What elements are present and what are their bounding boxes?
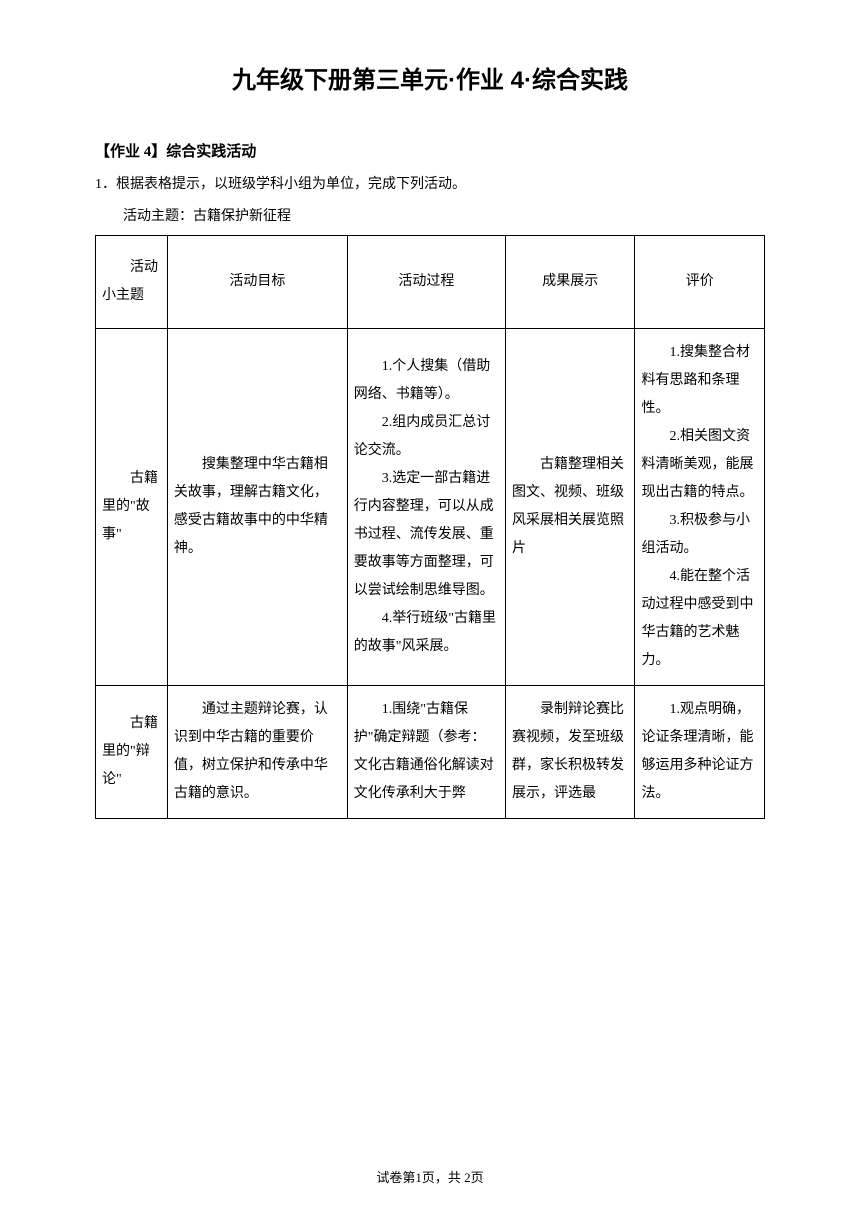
eval-item: 1.观点明确，论证条理清晰，能够运用多种论证方法。	[641, 696, 758, 808]
cell-process: 1.围绕"古籍保护"确定辩题（参考：文化古籍通俗化解读对文化传承利大于弊	[347, 686, 505, 819]
eval-item: 3.积极参与小组活动。	[641, 507, 758, 563]
table-row: 古籍里的"辩论" 通过主题辩论赛，认识到中华古籍的重要价值，树立保护和传承中华古…	[96, 686, 765, 819]
process-item: 3.选定一部古籍进行内容整理，可以从成书过程、流传发展、重要故事等方面整理，可以…	[354, 465, 499, 605]
page-title: 九年级下册第三单元·作业 4·综合实践	[95, 60, 765, 95]
process-item: 4.举行班级"古籍里的故事"风采展。	[354, 605, 499, 661]
cell-subtheme: 古籍里的"辩论"	[96, 686, 168, 819]
eval-item: 4.能在整个活动过程中感受到中华古籍的艺术魅力。	[641, 563, 758, 675]
cell-evaluation: 1.观点明确，论证条理清晰，能够运用多种论证方法。	[635, 686, 765, 819]
cell-subtheme: 古籍里的"故事"	[96, 329, 168, 686]
eval-item: 1.搜集整合材料有思路和条理性。	[641, 339, 758, 423]
header-subtheme: 活动小主题	[96, 236, 168, 329]
header-goal: 活动目标	[167, 236, 347, 329]
cell-evaluation: 1.搜集整合材料有思路和条理性。 2.相关图文资料清晰美观，能展现出古籍的特点。…	[635, 329, 765, 686]
cell-result: 录制辩论赛比赛视频，发至班级群，家长积极转发展示，评选最	[506, 686, 635, 819]
cell-goal: 搜集整理中华古籍相关故事，理解古籍文化，感受古籍故事中的中华精神。	[167, 329, 347, 686]
section-header: 【作业 4】综合实践活动	[95, 140, 765, 161]
header-evaluation: 评价	[635, 236, 765, 329]
process-item: 1.围绕"古籍保护"确定辩题（参考：文化古籍通俗化解读对文化传承利大于弊	[354, 696, 499, 808]
cell-goal: 通过主题辩论赛，认识到中华古籍的重要价值，树立保护和传承中华古籍的意识。	[167, 686, 347, 819]
table-row: 古籍里的"故事" 搜集整理中华古籍相关故事，理解古籍文化，感受古籍故事中的中华精…	[96, 329, 765, 686]
instruction-text: 1．根据表格提示，以班级学科小组为单位，完成下列活动。	[95, 173, 765, 193]
cell-result: 古籍整理相关图文、视频、班级风采展相关展览照片	[506, 329, 635, 686]
page-footer: 试卷第1页，共 2页	[0, 1167, 860, 1186]
process-item: 2.组内成员汇总讨论交流。	[354, 409, 499, 465]
activity-theme: 活动主题：古籍保护新征程	[95, 205, 765, 225]
cell-process: 1.个人搜集（借助网络、书籍等）。 2.组内成员汇总讨论交流。 3.选定一部古籍…	[347, 329, 505, 686]
table-header-row: 活动小主题 活动目标 活动过程 成果展示 评价	[96, 236, 765, 329]
header-process: 活动过程	[347, 236, 505, 329]
header-result: 成果展示	[506, 236, 635, 329]
process-item: 1.个人搜集（借助网络、书籍等）。	[354, 353, 499, 409]
eval-item: 2.相关图文资料清晰美观，能展现出古籍的特点。	[641, 423, 758, 507]
activity-table: 活动小主题 活动目标 活动过程 成果展示 评价 古籍里的"故事" 搜集整理中华古…	[95, 235, 765, 819]
